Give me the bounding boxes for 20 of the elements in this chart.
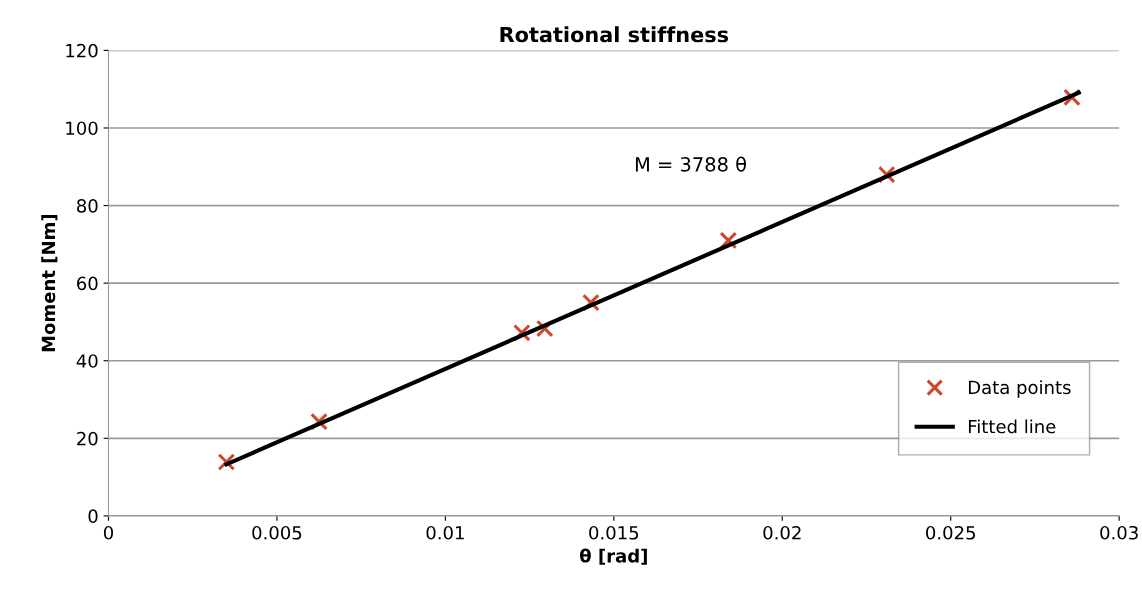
x-axis-title: θ [rad]	[580, 548, 647, 565]
x-tick-label: 0.01	[426, 525, 464, 540]
x-tick-label: 0.015	[589, 525, 639, 540]
y-tick-label: 80	[77, 199, 98, 213]
x-tick-label: 0.005	[252, 525, 302, 540]
chart-title: Rotational stiffness	[500, 26, 729, 43]
x-tick-label: 0.025	[926, 525, 975, 540]
x-tick-label: 0	[103, 525, 114, 540]
y-tick-label: 20	[77, 431, 98, 446]
x-tick-label: 0.03	[1100, 525, 1138, 540]
y-tick-label: 100	[66, 121, 98, 136]
y-tick-label: 60	[77, 276, 98, 291]
x-tick-label: 0.02	[763, 525, 801, 540]
y-tick-label: 0	[88, 509, 98, 524]
annotation: M = 3788 θ	[635, 156, 746, 172]
legend-label: Fitted line	[968, 419, 1056, 434]
y-axis-title: Moment [Nm]	[41, 214, 58, 352]
y-tick-label: 40	[76, 354, 98, 368]
legend-label: Data points	[968, 380, 1071, 398]
y-tick-label: 120	[66, 43, 98, 58]
